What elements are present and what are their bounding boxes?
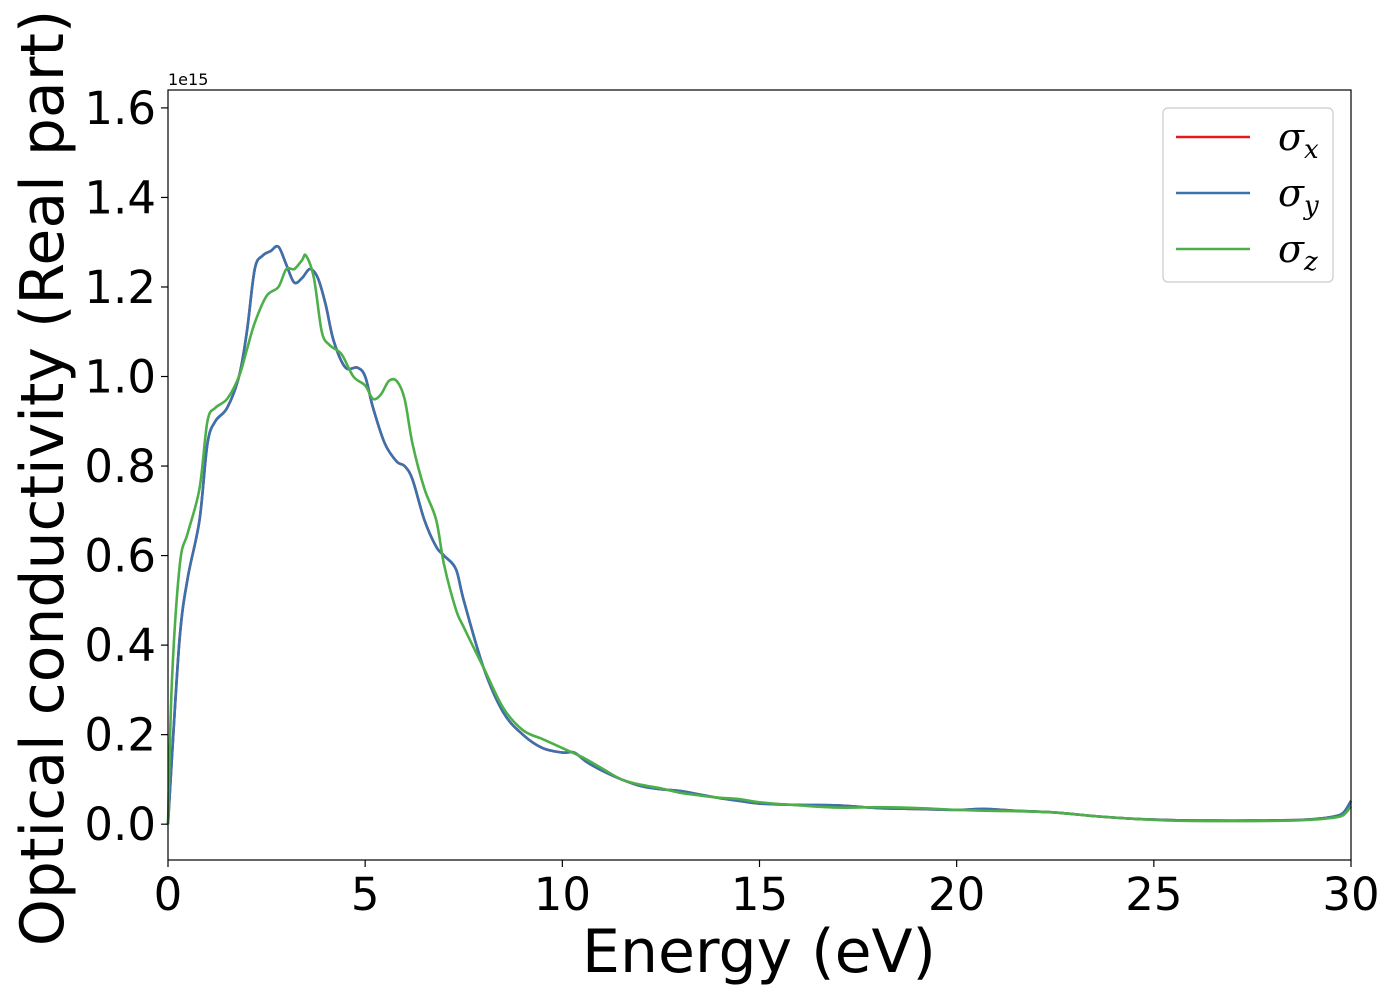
legend-label-sigma-z: σz — [1278, 227, 1318, 277]
y-tick-label: 0.2 — [84, 709, 156, 762]
series-line-sigma-x — [166, 244, 1353, 825]
y-tick-label: 1.2 — [84, 261, 156, 314]
y-tick-label: 1.6 — [84, 82, 156, 135]
legend-label-sigma-y: σy — [1278, 171, 1319, 221]
x-tick-label: 20 — [928, 868, 985, 921]
y-tick-label: 0.0 — [84, 798, 156, 851]
x-tick-label: 10 — [534, 868, 591, 921]
y-tick-label: 1.4 — [84, 171, 156, 224]
series-line-sigma-z — [166, 253, 1353, 825]
y-axis-label: Optical conductivity (Real part) — [8, 10, 78, 947]
legend: σx σy σz — [1162, 107, 1334, 283]
x-tick-label: 30 — [1322, 868, 1379, 921]
x-tick-label: 25 — [1125, 868, 1182, 921]
legend-frame — [1162, 107, 1334, 283]
x-axis-ticks: 0 5 10 15 20 25 30 — [154, 860, 1380, 921]
y-tick-label: 0.6 — [84, 530, 156, 583]
x-tick-label: 15 — [731, 868, 788, 921]
x-tick-label: 5 — [351, 868, 380, 921]
x-tick-label: 0 — [154, 868, 183, 921]
series-layer — [166, 244, 1353, 825]
y-tick-label: 0.8 — [84, 440, 156, 493]
legend-label-sigma-x: σx — [1278, 115, 1319, 165]
y-tick-label: 0.4 — [84, 619, 156, 672]
y-tick-label: 1.0 — [84, 351, 156, 404]
x-axis-label: Energy (eV) — [582, 917, 936, 987]
y-axis-ticks: 0.0 0.2 0.4 0.6 0.8 1.0 1.2 1.4 1.6 — [84, 82, 168, 851]
y-axis-offset-label: 1e15 — [168, 70, 208, 89]
series-line-sigma-y — [166, 244, 1353, 825]
